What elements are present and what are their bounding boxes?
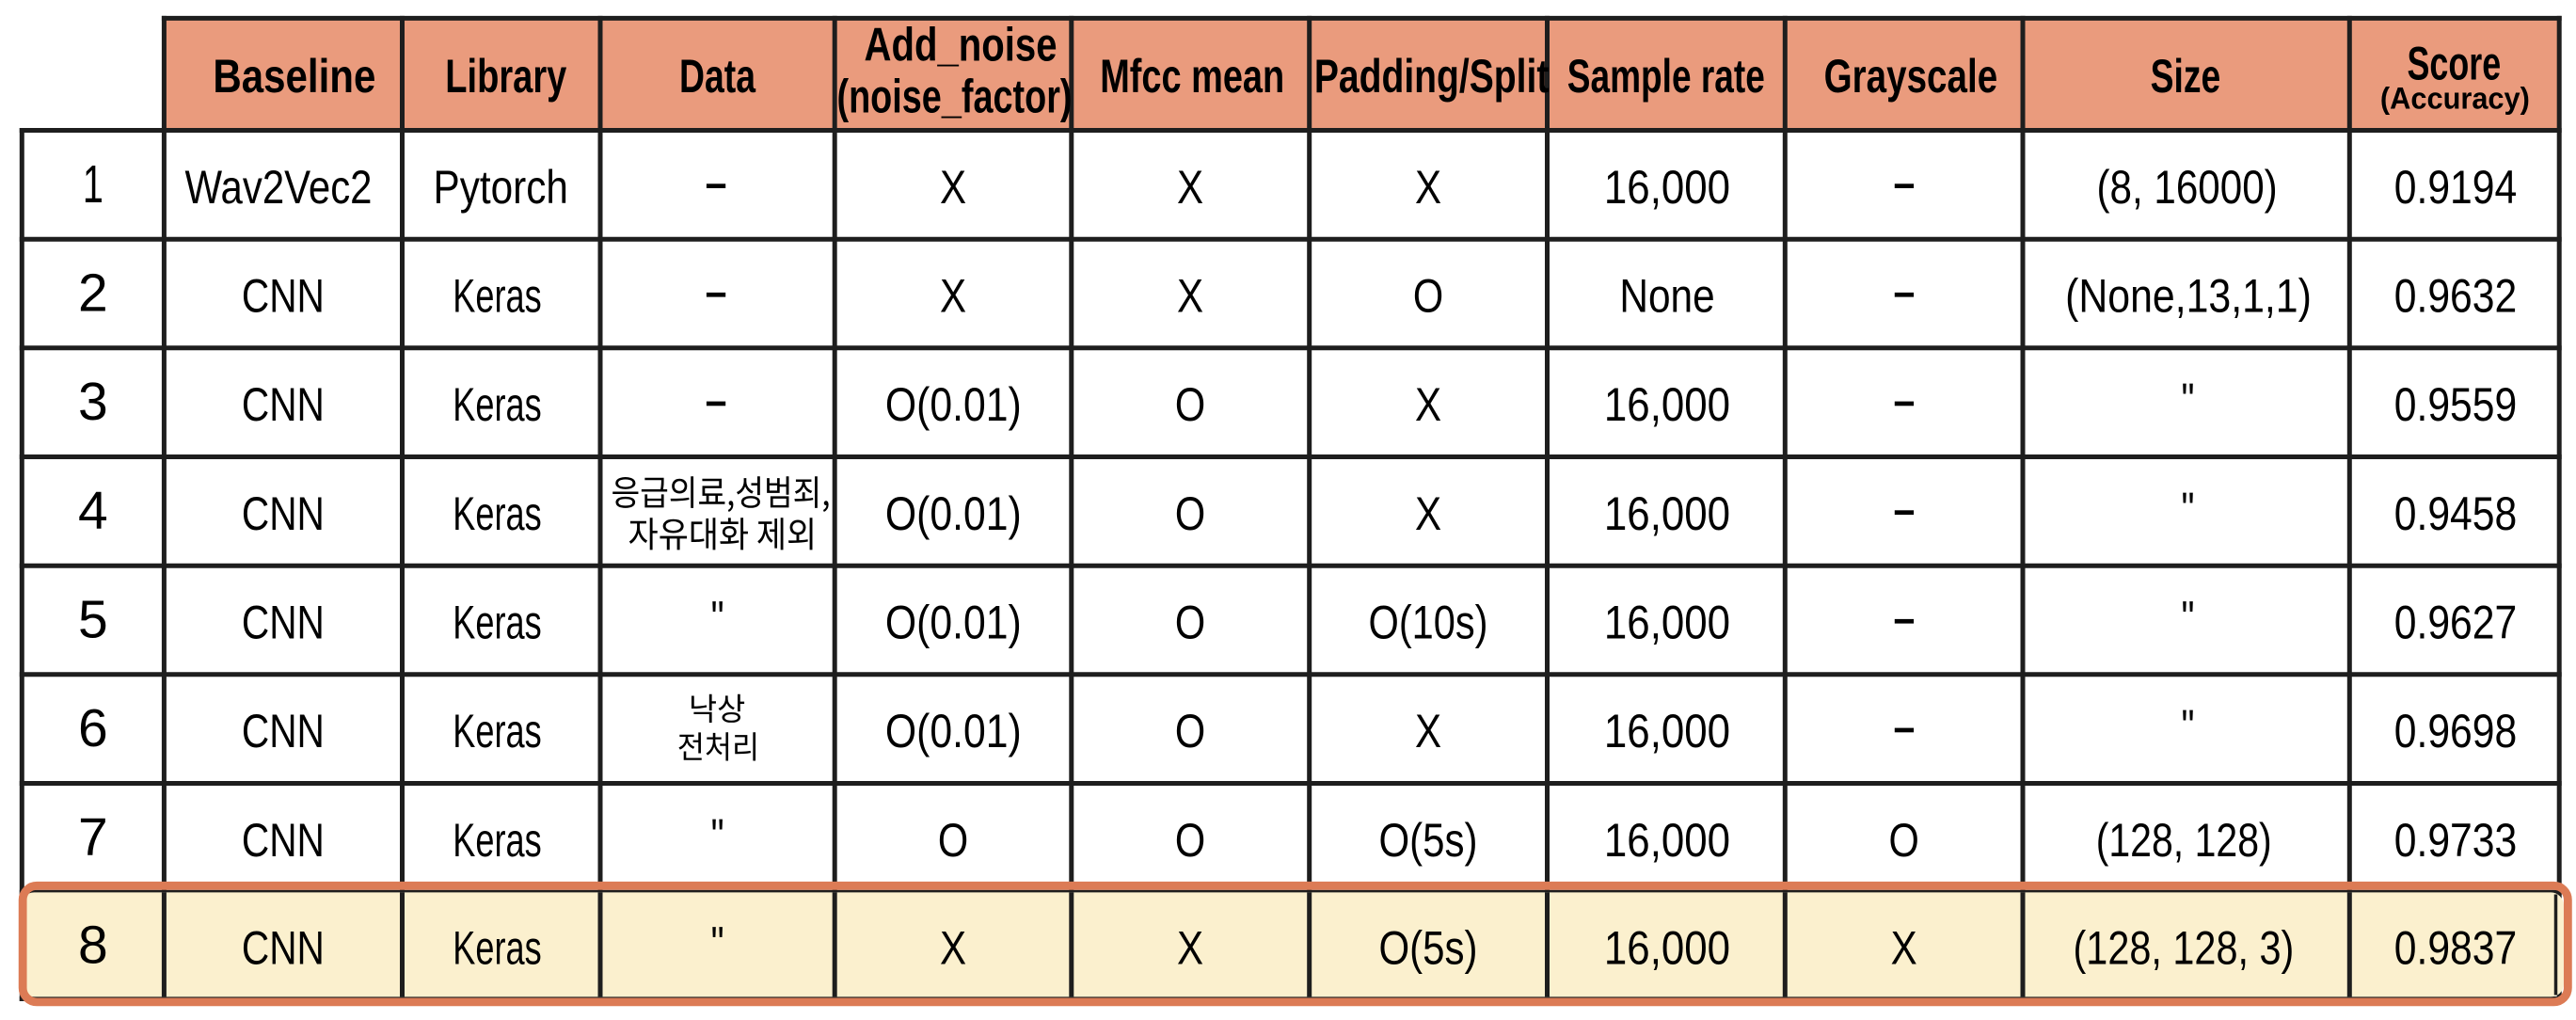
svg-text:X: X (1415, 160, 1441, 214)
svg-text:Mfcc mean: Mfcc mean (1100, 50, 1284, 103)
svg-text:": " (711, 591, 724, 645)
svg-text:Keras: Keras (453, 269, 541, 323)
svg-text:CNN: CNN (242, 596, 325, 649)
svg-text:1: 1 (83, 154, 103, 215)
svg-text:16,000: 16,000 (1604, 813, 1730, 867)
svg-text:0.9627: 0.9627 (2394, 596, 2518, 649)
svg-text:0.9194: 0.9194 (2394, 160, 2518, 214)
svg-text:O: O (1175, 377, 1205, 431)
svg-text:": " (2182, 373, 2195, 426)
svg-text:4: 4 (78, 481, 108, 541)
svg-text:8: 8 (78, 915, 108, 975)
svg-text:Wav2Vec2: Wav2Vec2 (185, 160, 373, 214)
svg-text:Keras: Keras (453, 920, 541, 974)
svg-text:16,000: 16,000 (1604, 377, 1730, 431)
svg-text:0.9632: 0.9632 (2394, 269, 2518, 323)
svg-text:0.9733: 0.9733 (2394, 813, 2518, 867)
svg-text:2: 2 (78, 263, 108, 324)
svg-text:Keras: Keras (453, 704, 541, 757)
svg-text:(128, 128): (128, 128) (2096, 813, 2272, 867)
svg-text:(128, 128, 3): (128, 128, 3) (2074, 920, 2295, 974)
svg-text:CNN: CNN (242, 704, 325, 757)
svg-text:": " (2182, 699, 2195, 753)
svg-text:16,000: 16,000 (1604, 160, 1730, 214)
svg-text:0.9698: 0.9698 (2394, 704, 2518, 757)
svg-text:(noise_factor): (noise_factor) (837, 71, 1073, 123)
svg-text:CNN: CNN (242, 486, 325, 540)
svg-text:X: X (1415, 377, 1441, 431)
svg-text:6: 6 (78, 698, 108, 758)
svg-text:O: O (938, 813, 968, 867)
svg-text:16,000: 16,000 (1604, 596, 1730, 649)
svg-text:16,000: 16,000 (1604, 486, 1730, 540)
svg-text:O(0.01): O(0.01) (885, 596, 1022, 649)
svg-text:Keras: Keras (453, 596, 541, 649)
svg-text:O: O (1889, 813, 1919, 867)
svg-text:Padding/Split: Padding/Split (1314, 50, 1550, 103)
svg-text:Add_noise: Add_noise (865, 19, 1057, 72)
svg-text:7: 7 (78, 807, 108, 868)
svg-text:": " (2182, 591, 2195, 645)
svg-text:X: X (940, 160, 966, 214)
svg-text:CNN: CNN (242, 269, 325, 323)
svg-text:O(5s): O(5s) (1379, 813, 1478, 867)
svg-text:O: O (1175, 596, 1205, 649)
svg-text:": " (711, 808, 724, 862)
svg-text:X: X (940, 269, 966, 323)
svg-text:Sample rate: Sample rate (1567, 50, 1765, 103)
svg-text:Size: Size (2151, 50, 2221, 103)
svg-text:X: X (1415, 486, 1441, 540)
svg-text:X: X (1891, 920, 1917, 974)
svg-text:0.9837: 0.9837 (2394, 920, 2518, 974)
svg-text:(8, 16000): (8, 16000) (2097, 160, 2278, 214)
svg-text:Pytorch: Pytorch (434, 160, 568, 214)
svg-text:X: X (1177, 160, 1203, 214)
svg-text:X: X (1177, 269, 1203, 323)
svg-text:Library: Library (445, 50, 566, 103)
svg-text:16,000: 16,000 (1604, 704, 1730, 757)
svg-text:Keras: Keras (453, 813, 541, 867)
svg-text:5: 5 (78, 590, 108, 650)
svg-text:X: X (1415, 704, 1441, 757)
svg-text:3: 3 (78, 372, 108, 432)
svg-text:Keras: Keras (453, 486, 541, 540)
svg-text:O: O (1175, 486, 1205, 540)
svg-text:(None,13,1,1): (None,13,1,1) (2065, 269, 2312, 323)
svg-text:": " (2182, 482, 2195, 535)
svg-text:Grayscale: Grayscale (1824, 50, 1998, 103)
svg-text:O: O (1175, 704, 1205, 757)
svg-text:O: O (1175, 813, 1205, 867)
svg-text:CNN: CNN (242, 813, 325, 867)
svg-text:Data: Data (679, 50, 756, 103)
svg-text:(Accuracy): (Accuracy) (2380, 81, 2530, 115)
svg-text:CNN: CNN (242, 920, 325, 974)
svg-text:O(0.01): O(0.01) (885, 704, 1022, 757)
svg-text:O: O (1413, 269, 1443, 323)
svg-text:Baseline: Baseline (213, 50, 375, 103)
svg-text:CNN: CNN (242, 377, 325, 431)
svg-text:X: X (1177, 920, 1203, 974)
svg-text:Score: Score (2407, 38, 2501, 90)
svg-text:Keras: Keras (453, 377, 541, 431)
svg-text:0.9458: 0.9458 (2394, 486, 2518, 540)
svg-text:O(10s): O(10s) (1369, 596, 1488, 649)
svg-text:X: X (940, 920, 966, 974)
svg-text:O(5s): O(5s) (1379, 920, 1478, 974)
svg-text:": " (711, 916, 724, 969)
svg-text:O(0.01): O(0.01) (885, 377, 1022, 431)
svg-text:O(0.01): O(0.01) (885, 486, 1022, 540)
svg-text:0.9559: 0.9559 (2394, 377, 2518, 431)
svg-text:None: None (1619, 269, 1714, 323)
svg-text:16,000: 16,000 (1604, 920, 1730, 974)
